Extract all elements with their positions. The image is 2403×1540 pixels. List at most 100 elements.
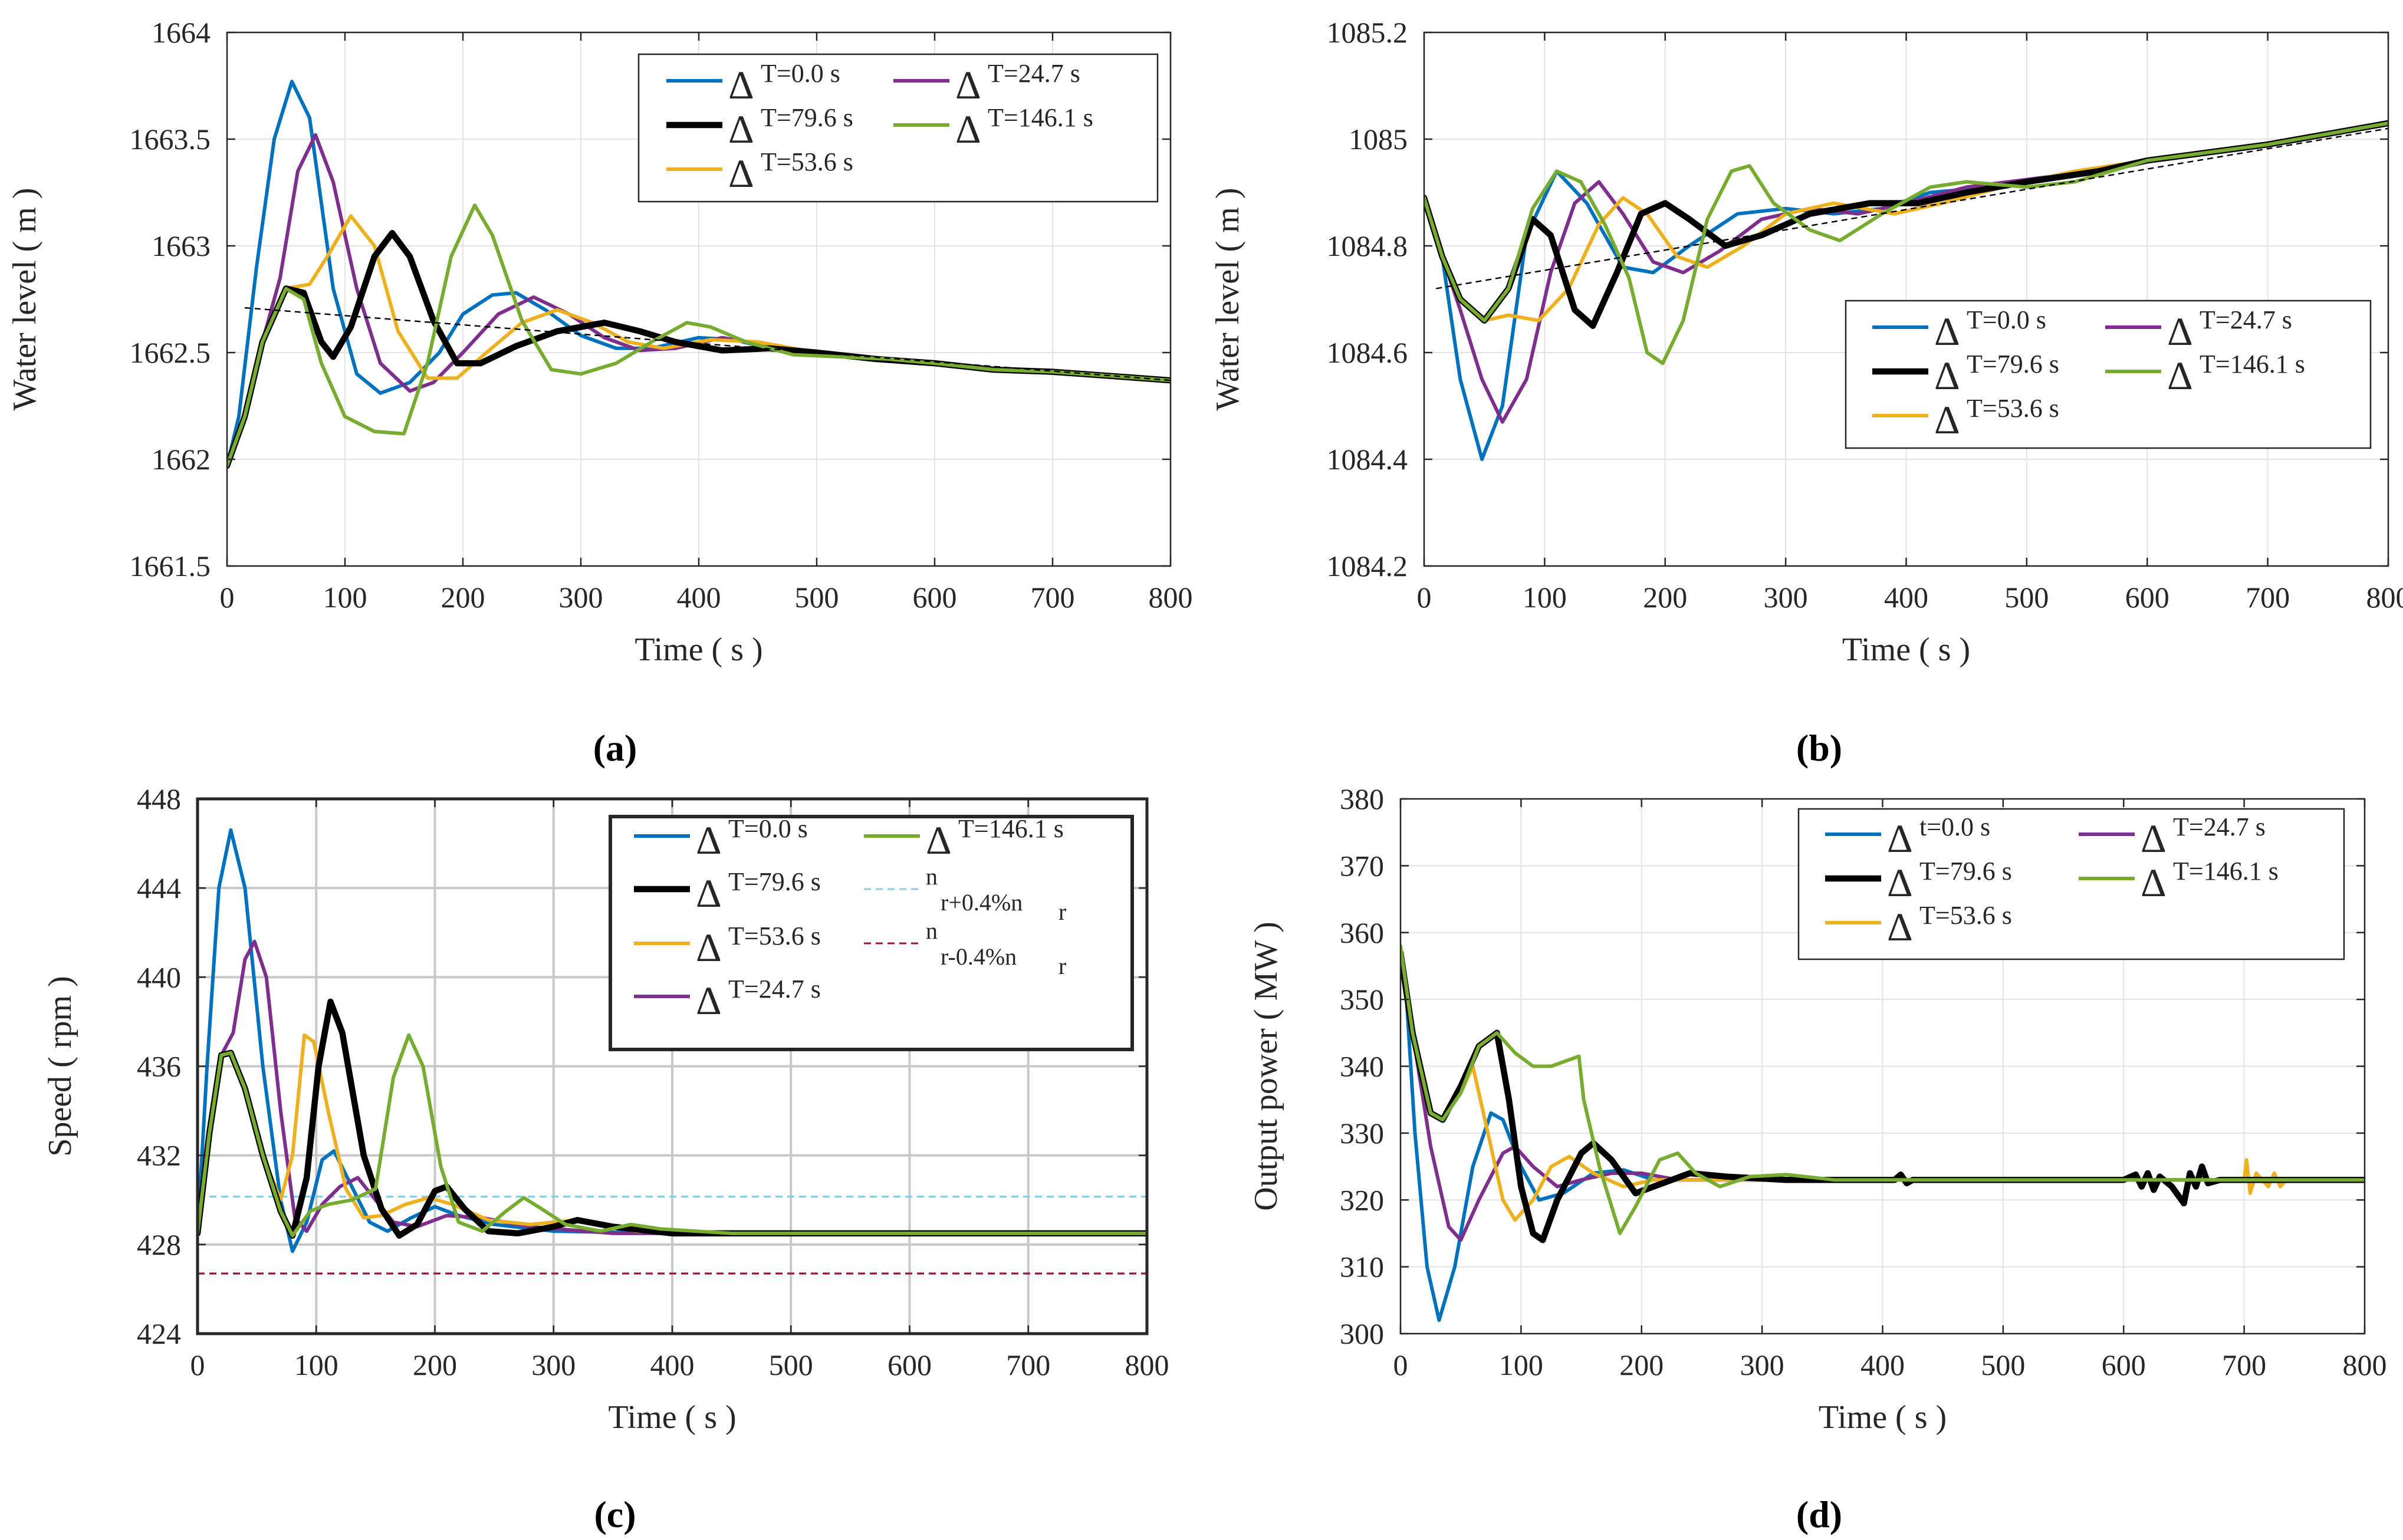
y-tick-label: 1084.8 xyxy=(1327,229,1408,262)
x-tick-label: 300 xyxy=(559,581,603,614)
legend-delta-symbol: Δ xyxy=(2141,816,2167,861)
chart-panel-d: (d) 0 100 200 300 400 500 600 700 800 300 310 320 33… xyxy=(1248,782,2387,1535)
y-tick-label: 1661.5 xyxy=(130,549,211,583)
x-tick-label: 300 xyxy=(1764,581,1808,614)
x-tick-label: 500 xyxy=(769,1348,813,1381)
legend-n-symbol: n xyxy=(926,863,938,890)
y-tick-label: 436 xyxy=(137,1050,181,1083)
caption-a: (a) xyxy=(593,727,637,769)
x-tick-label: 700 xyxy=(1031,581,1075,614)
x-tick-label: 0 xyxy=(1417,581,1432,614)
x-axis-label: Time ( s ) xyxy=(1842,631,1970,668)
y-tick-label: 380 xyxy=(1340,782,1384,815)
x-tick-label: 0 xyxy=(220,581,235,614)
y-tick-label: 1084.4 xyxy=(1327,443,1408,476)
x-tick-label: 700 xyxy=(1006,1348,1050,1381)
x-tick-label: 100 xyxy=(323,581,367,614)
legend-delta-symbol: Δ xyxy=(2141,860,2167,905)
series-line--t-146-1-s xyxy=(227,203,1171,468)
legend-box xyxy=(609,815,1134,1051)
x-tick-label: 600 xyxy=(2125,581,2169,614)
legend-label: T=79.6 s xyxy=(728,867,821,896)
series-group xyxy=(227,80,1171,469)
x-tick-label: 200 xyxy=(441,581,485,614)
y-tick-label: 360 xyxy=(1340,916,1384,949)
legend-label: T=24.7 s xyxy=(728,975,821,1003)
legend: Δ T=0.0 s Δ T=24.7 sΔ T=79.6 s Δ T=146.1 sΔ T=5… xyxy=(1845,300,2372,449)
series-line--t-146-1-s xyxy=(198,1033,1147,1238)
y-axis-label: Speed ( rpm ) xyxy=(42,976,78,1156)
legend-n-symbol: n xyxy=(926,917,938,944)
y-axis-label: Water level ( m ) xyxy=(6,188,43,411)
x-tick-label: 200 xyxy=(413,1348,457,1381)
legend-label: T=0.0 s xyxy=(761,59,840,88)
x-tick-label: 100 xyxy=(294,1348,338,1381)
legend-label: T=146.1 s xyxy=(988,103,1093,132)
legend-delta-symbol: Δ xyxy=(696,818,722,863)
x-tick-label: 800 xyxy=(2366,581,2403,614)
chart-panel-a: (a) 0 100 200 300 400 500 600 700 800 1661.5 1662 1… xyxy=(6,16,1193,769)
legend-label: T=24.7 s xyxy=(988,59,1080,88)
legend-box xyxy=(1845,300,2372,449)
legend-delta-symbol: Δ xyxy=(728,151,754,196)
x-tick-label: 400 xyxy=(650,1348,695,1381)
x-tick-label: 500 xyxy=(795,581,839,614)
legend-label: T=146.1 s xyxy=(2200,350,2305,379)
x-tick-label: 200 xyxy=(1619,1348,1664,1381)
legend-label: T=24.7 s xyxy=(2173,812,2266,841)
y-tick-label: 1663.5 xyxy=(130,123,211,156)
legend-label: T=24.7 s xyxy=(2200,305,2292,334)
legend-label: T=53.6 s xyxy=(761,147,853,176)
legend-label: T=53.6 s xyxy=(1967,394,2059,423)
series-line-trend xyxy=(1436,127,2388,289)
x-axis-label: Time ( s ) xyxy=(608,1399,736,1436)
x-tick-label: 600 xyxy=(2102,1348,2146,1381)
x-axis-label: Time ( s ) xyxy=(1819,1399,1947,1436)
legend-delta-symbol: Δ xyxy=(728,107,754,152)
legend-delta-symbol: Δ xyxy=(696,925,722,970)
y-tick-label: 320 xyxy=(1340,1183,1384,1216)
y-tick-label: 300 xyxy=(1340,1317,1384,1350)
series-line--t-146-1-s xyxy=(1424,121,2388,366)
x-tick-label: 400 xyxy=(1884,581,1928,614)
legend-label: T=146.1 s xyxy=(2173,857,2279,886)
y-tick-label: 330 xyxy=(1340,1117,1384,1150)
chart-panel-b: (b) 0 100 200 300 400 500 600 700 800 1084.2 1084.… xyxy=(1209,16,2403,769)
caption-b: (b) xyxy=(1796,727,1842,769)
legend-delta-symbol: Δ xyxy=(1934,397,1960,442)
y-tick-label: 370 xyxy=(1340,849,1384,882)
y-tick-label: 1664 xyxy=(152,16,211,49)
x-tick-label: 800 xyxy=(2343,1348,2387,1381)
series-group xyxy=(198,828,1147,1275)
y-tick-label: 444 xyxy=(137,871,181,904)
legend-label: T=79.6 s xyxy=(761,103,853,132)
x-tick-label: 700 xyxy=(2222,1348,2266,1381)
x-axis-label: Time ( s ) xyxy=(635,631,762,668)
y-tick-label: 350 xyxy=(1340,983,1384,1016)
x-tick-label: 400 xyxy=(1860,1348,1905,1381)
caption-c: (c) xyxy=(594,1493,636,1535)
x-tick-label: 800 xyxy=(1125,1348,1169,1381)
x-tick-label: 700 xyxy=(2246,581,2290,614)
legend-delta-symbol: Δ xyxy=(1887,816,1913,861)
x-tick-label: 500 xyxy=(2004,581,2049,614)
legend-box xyxy=(637,53,1159,203)
x-tick-label: 400 xyxy=(677,581,721,614)
legend-box xyxy=(1797,808,2345,960)
y-tick-label: 428 xyxy=(137,1228,181,1261)
chart-panel-c: (c) 0 100 200 300 400 500 600 700 800 424 428 432 43… xyxy=(42,782,1169,1535)
legend-delta-symbol: Δ xyxy=(955,107,981,152)
x-tick-label: 100 xyxy=(1523,581,1567,614)
legend-label: T=53.6 s xyxy=(728,922,821,950)
y-tick-label: 1662 xyxy=(152,443,211,476)
y-axis-label: Output power ( MW ) xyxy=(1248,922,1284,1210)
legend-label: r-0.4%n xyxy=(941,943,1017,970)
x-tick-label: 500 xyxy=(1981,1348,2025,1381)
legend-delta-symbol: Δ xyxy=(2167,353,2193,398)
legend-label: T=0.0 s xyxy=(728,814,808,843)
legend-label: T=79.6 s xyxy=(1919,857,2012,886)
y-tick-label: 1084.6 xyxy=(1327,336,1408,369)
legend-label: r+0.4%n xyxy=(941,889,1023,916)
legend-subscript: r xyxy=(1058,953,1066,979)
